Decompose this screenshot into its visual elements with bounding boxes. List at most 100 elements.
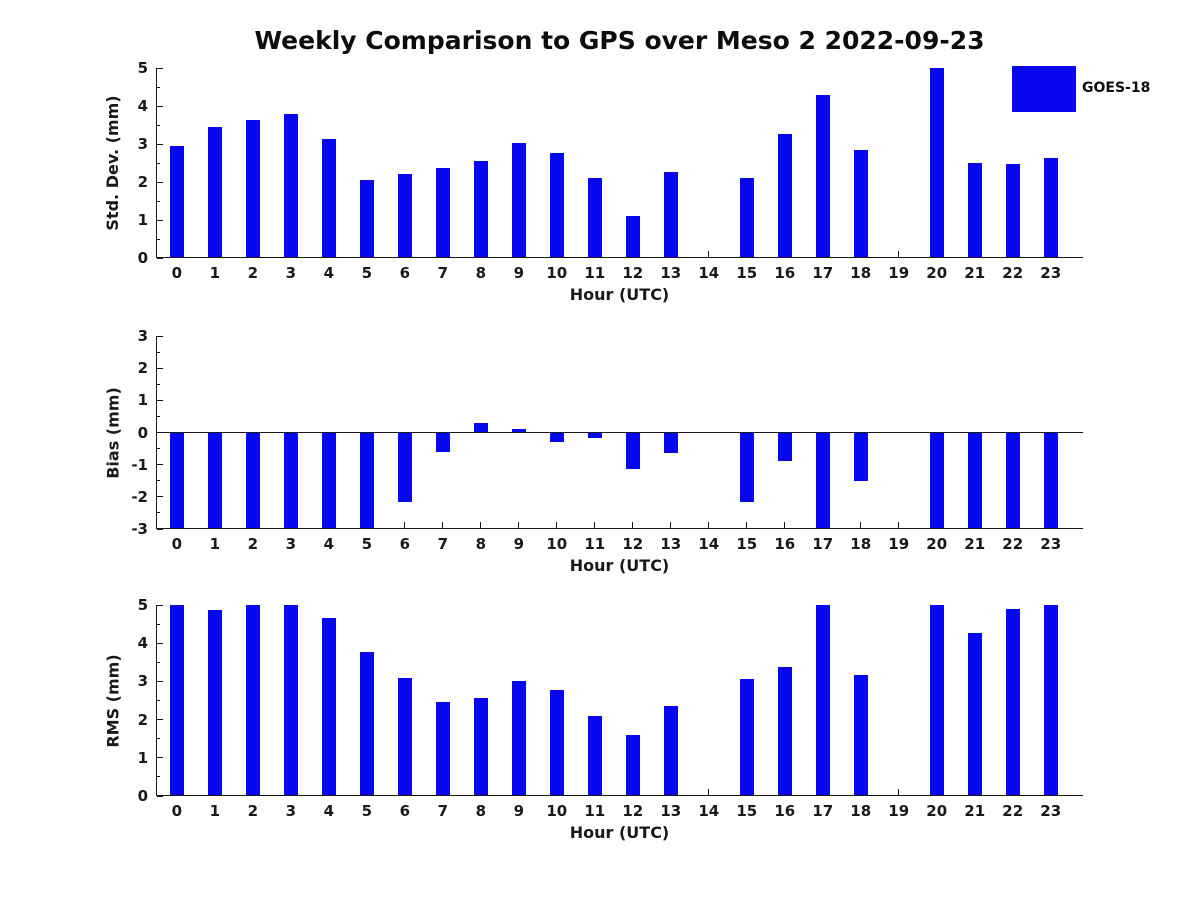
- bar-hour-12: [625, 734, 640, 796]
- x-tick-label-9: 9: [513, 535, 525, 553]
- x-tick-label-23: 23: [1040, 264, 1062, 282]
- bar-hour-21: [967, 432, 982, 529]
- y-minor-tick-2.5: [157, 162, 160, 164]
- bar-hour-3: [283, 605, 298, 796]
- bar-hour-6: [397, 432, 412, 503]
- xlabel-std-dev: Hour (UTC): [569, 285, 670, 304]
- y-tick-1: [157, 219, 163, 221]
- x-tick-label-5: 5: [361, 264, 373, 282]
- bar-hour-21: [967, 163, 982, 258]
- x-tick-label-13: 13: [660, 535, 682, 553]
- y-tick-label-1: 1: [137, 748, 148, 767]
- x-tick-19: [898, 789, 900, 795]
- bar-hour-2: [245, 432, 260, 529]
- x-tick-label-5: 5: [361, 535, 373, 553]
- bar-hour-1: [207, 126, 222, 258]
- y-tick-label--2: -2: [131, 487, 148, 506]
- x-tick-label-14: 14: [698, 802, 720, 820]
- bar-hour-11: [587, 432, 602, 438]
- y-minor-tick-3.5: [157, 661, 160, 663]
- bar-hour-6: [397, 174, 412, 258]
- x-tick-label-3: 3: [285, 535, 297, 553]
- bar-hour-10: [549, 432, 564, 443]
- y-tick-5: [157, 67, 163, 69]
- y-tick-label-1: 1: [137, 391, 148, 410]
- y-tick-label-0: 0: [137, 423, 148, 442]
- x-tick-label-11: 11: [584, 802, 606, 820]
- y-tick-3: [157, 680, 163, 682]
- x-tick-label-6: 6: [399, 535, 411, 553]
- x-tick-15: [746, 522, 748, 528]
- x-tick-label-23: 23: [1040, 535, 1062, 553]
- x-tick-label-22: 22: [1002, 802, 1024, 820]
- y-tick-0: [157, 795, 163, 797]
- y-tick-3: [157, 335, 163, 337]
- x-tick-label-12: 12: [622, 802, 644, 820]
- x-tick-label-0: 0: [171, 802, 183, 820]
- bar-hour-22: [1005, 608, 1020, 796]
- bar-hour-8: [473, 697, 488, 796]
- bar-hour-9: [511, 428, 526, 433]
- x-tick-label-13: 13: [660, 802, 682, 820]
- y-tick-label-0: 0: [137, 249, 148, 267]
- bar-hour-4: [321, 618, 336, 796]
- plot-area-bias: -3 -2 -1 0 1 2 3 0 1 2 3 4 5 6 7 8 9 10 11 12 13 14 15 16 17 18 19…: [131, 327, 1083, 553]
- x-tick-label-2: 2: [247, 802, 259, 820]
- bar-hour-9: [511, 680, 526, 796]
- x-tick-label-18: 18: [850, 802, 872, 820]
- y-tick-label-1: 1: [137, 211, 148, 229]
- x-tick-label-2: 2: [247, 535, 259, 553]
- bar-hour-9: [511, 142, 526, 258]
- x-tick-label-19: 19: [888, 802, 910, 820]
- x-tick-label-19: 19: [888, 264, 910, 282]
- bar-hour-5: [359, 180, 374, 258]
- bar-hour-20: [929, 432, 944, 529]
- bar-hour-4: [321, 432, 336, 529]
- bar-hour-0: [169, 145, 184, 258]
- y-tick-label-5: 5: [137, 59, 148, 77]
- y-tick-label-2: 2: [137, 359, 148, 378]
- bar-hour-11: [587, 715, 602, 796]
- bar-hour-23: [1043, 432, 1058, 529]
- bar-hour-17: [815, 605, 830, 796]
- x-tick-9: [518, 522, 520, 528]
- x-tick-label-2: 2: [247, 264, 259, 282]
- y-tick--1: [157, 464, 163, 466]
- y-tick-label-4: 4: [137, 634, 148, 653]
- x-tick-label-0: 0: [171, 264, 183, 282]
- bar-hour-3: [283, 432, 298, 529]
- bar-hour-15: [739, 679, 754, 796]
- bar-hour-18: [853, 432, 868, 481]
- x-tick-label-6: 6: [399, 802, 411, 820]
- y-tick-label--1: -1: [131, 455, 148, 474]
- figure-title: Weekly Comparison to GPS over Meso 2 202…: [254, 26, 985, 55]
- plot-area-rms: 0 1 2 3 4 5 0 1 2 3 4 5 6 7 8 9 10 11 12 13 14 15 16 17 18 19 20 21…: [138, 596, 1083, 820]
- y-tick-label-3: 3: [137, 135, 148, 153]
- x-tick-8: [480, 522, 482, 528]
- y-axis-line: [156, 605, 157, 796]
- y-tick-label-0: 0: [137, 787, 148, 805]
- x-tick-label-22: 22: [1002, 264, 1024, 282]
- x-axis-line: [156, 795, 1083, 796]
- y-tick-label-2: 2: [137, 173, 148, 191]
- x-tick-13: [670, 522, 672, 528]
- bar-hour-12: [625, 215, 640, 258]
- y-tick--3: [157, 528, 163, 530]
- y-tick-label-5: 5: [137, 596, 148, 614]
- legend-label: GOES-18: [1082, 80, 1151, 96]
- y-tick-label-4: 4: [137, 97, 148, 115]
- y-minor-tick-1.5: [157, 200, 160, 202]
- x-tick-label-21: 21: [964, 802, 986, 820]
- y-minor-tick--2.5: [157, 512, 160, 514]
- y-minor-tick-1.5: [157, 738, 160, 740]
- bar-hour-5: [359, 651, 374, 796]
- xlabel-bias: Hour (UTC): [569, 556, 670, 575]
- bar-hour-2: [245, 120, 260, 258]
- bar-hour-21: [967, 632, 982, 796]
- y-minor-tick-1.5: [157, 383, 160, 385]
- y-tick-1: [157, 757, 163, 759]
- x-tick-label-16: 16: [774, 535, 796, 553]
- bar-hour-10: [549, 689, 564, 796]
- y-tick-5: [157, 604, 163, 606]
- y-minor-tick-3.5: [157, 124, 160, 126]
